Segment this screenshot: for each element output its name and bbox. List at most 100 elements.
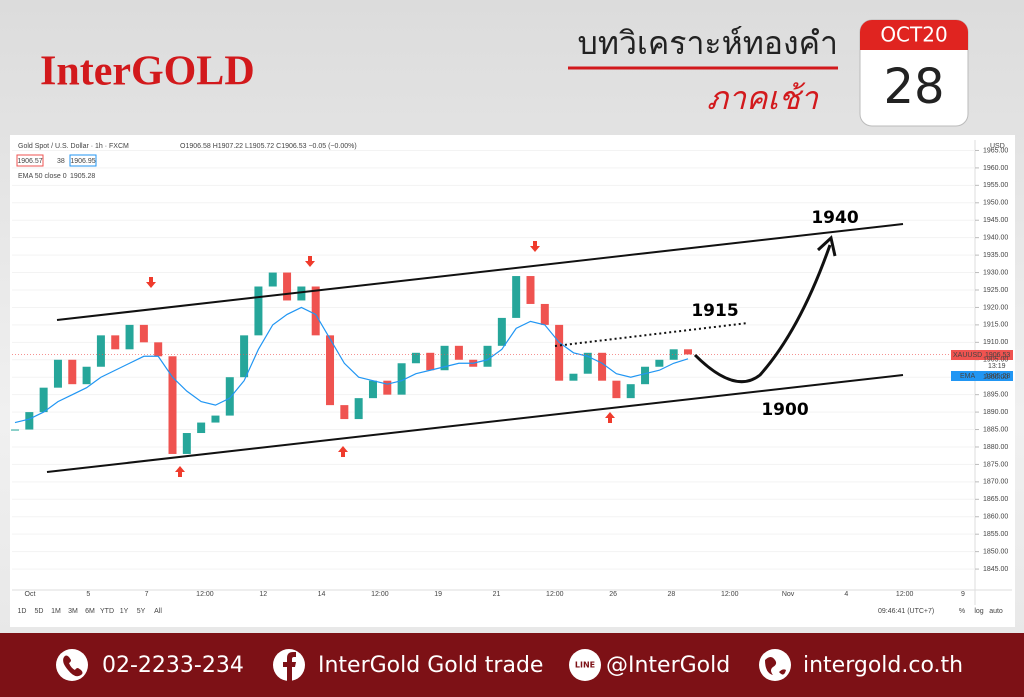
candle (555, 324, 564, 381)
x-tick-label: 21 (493, 591, 501, 598)
range-button[interactable]: 1M (51, 608, 61, 615)
y-tick-label: 1940.00 (983, 235, 1008, 242)
y-tick-label: 1925.00 (983, 287, 1008, 294)
candle (483, 345, 492, 367)
y-tick-label: 1865.00 (983, 496, 1008, 503)
ask: 1906.95 (70, 158, 95, 165)
arrow-down (305, 256, 315, 267)
calendar-top (860, 20, 968, 50)
phone-icon (56, 649, 88, 681)
projection-curve (693, 244, 832, 384)
currency: USD (990, 143, 1005, 150)
ohlc: O1906.58 H1907.22 L1905.72 C1906.53 −0.0… (180, 143, 357, 150)
x-tick-label: 26 (609, 591, 617, 598)
candle (197, 422, 206, 434)
indicator: EMA 50 close 0 (18, 173, 67, 180)
legend-title: Gold Spot / U.S. Dollar · 1h · FXCM (18, 143, 129, 150)
annotation: 1900 (761, 400, 808, 420)
candle (440, 345, 449, 371)
candle (569, 373, 578, 381)
range-button[interactable]: 1D (18, 608, 27, 615)
drawings (46, 223, 904, 473)
candle (426, 352, 435, 371)
candle (268, 272, 277, 287)
range-button[interactable]: 5Y (137, 608, 146, 615)
x-tick-label: 12:00 (896, 591, 914, 598)
x-tick-label: 12:00 (546, 591, 564, 598)
range-button[interactable]: All (154, 608, 162, 615)
candle (154, 342, 163, 357)
candle (540, 303, 549, 325)
candle (397, 363, 406, 395)
x-tick-label: 7 (145, 591, 149, 598)
candle (598, 352, 607, 381)
candle (583, 352, 592, 374)
arrow-up (175, 466, 185, 477)
candle (612, 380, 621, 399)
x-tick-label: 9 (961, 591, 965, 598)
y-tick-label: 1955.00 (983, 182, 1008, 189)
range-button[interactable]: YTD (100, 608, 114, 615)
footer (0, 633, 1024, 697)
candle (354, 398, 363, 420)
y-tick-label: 1930.00 (983, 269, 1008, 276)
ema-tag-price: 1905.28 (985, 373, 1010, 380)
candle (340, 405, 349, 420)
candle (326, 335, 335, 406)
range-button[interactable]: 3M (68, 608, 78, 615)
range-button[interactable]: 6M (85, 608, 95, 615)
y-tick-label: 1910.00 (983, 339, 1008, 346)
option-button[interactable]: auto (989, 608, 1003, 615)
channel-bottom (46, 374, 904, 473)
candle (96, 335, 105, 367)
toolbar: 1D 5D 1M 3M 6M YTD 1Y 5Y All% log auto (18, 608, 1003, 615)
clock: 09:46:41 (UTC+7) (878, 608, 934, 615)
annotation: 1915 (691, 301, 738, 321)
resistance-dotted (554, 322, 749, 347)
candle (225, 377, 234, 416)
candle (368, 380, 377, 399)
bid-box (16, 154, 44, 167)
candle (497, 317, 506, 346)
y-tick-label: 1950.00 (983, 200, 1008, 207)
x-tick-label: 14 (318, 591, 326, 598)
phone-glyph (63, 655, 83, 677)
candle (240, 335, 249, 378)
calendar-month: OCT20 (880, 23, 947, 47)
candle (39, 387, 48, 413)
signal-arrows (146, 241, 615, 477)
ask-box (69, 154, 97, 167)
y-tick-label: 1895.00 (983, 391, 1008, 398)
candle (641, 366, 650, 385)
calendar-day: 28 (883, 59, 944, 115)
ema-tag (951, 371, 1013, 381)
candle (669, 349, 678, 360)
candle (283, 272, 292, 301)
ema-tag-name: EMA (960, 373, 976, 380)
bid: 1906.57 (17, 158, 42, 165)
y-tick-label: 1900.00 (983, 374, 1008, 381)
x-tick-label: Oct (25, 591, 36, 598)
facebook: InterGold Gold trade (318, 653, 543, 678)
range-button[interactable]: 5D (35, 608, 44, 615)
candle (526, 276, 535, 304)
range-button[interactable]: 1Y (120, 608, 129, 615)
y-tick-label: 1905.00 (983, 357, 1008, 364)
option-button[interactable]: % (959, 608, 965, 615)
candle (68, 359, 77, 385)
channel-top (56, 223, 904, 321)
y-tick-label: 1945.00 (983, 217, 1008, 224)
candle (11, 429, 19, 431)
y-tick-label: 1965.00 (983, 147, 1008, 154)
candle (626, 384, 635, 399)
x-tick-label: 12:00 (196, 591, 214, 598)
arrow-down (530, 241, 540, 252)
y-tick-label: 1880.00 (983, 444, 1008, 451)
candle (168, 356, 177, 454)
option-button[interactable]: log (974, 608, 983, 615)
y-tick-label: 1935.00 (983, 252, 1008, 259)
chart-panel (10, 135, 1015, 627)
price-tag-symbol: XAUUSD (953, 352, 982, 359)
